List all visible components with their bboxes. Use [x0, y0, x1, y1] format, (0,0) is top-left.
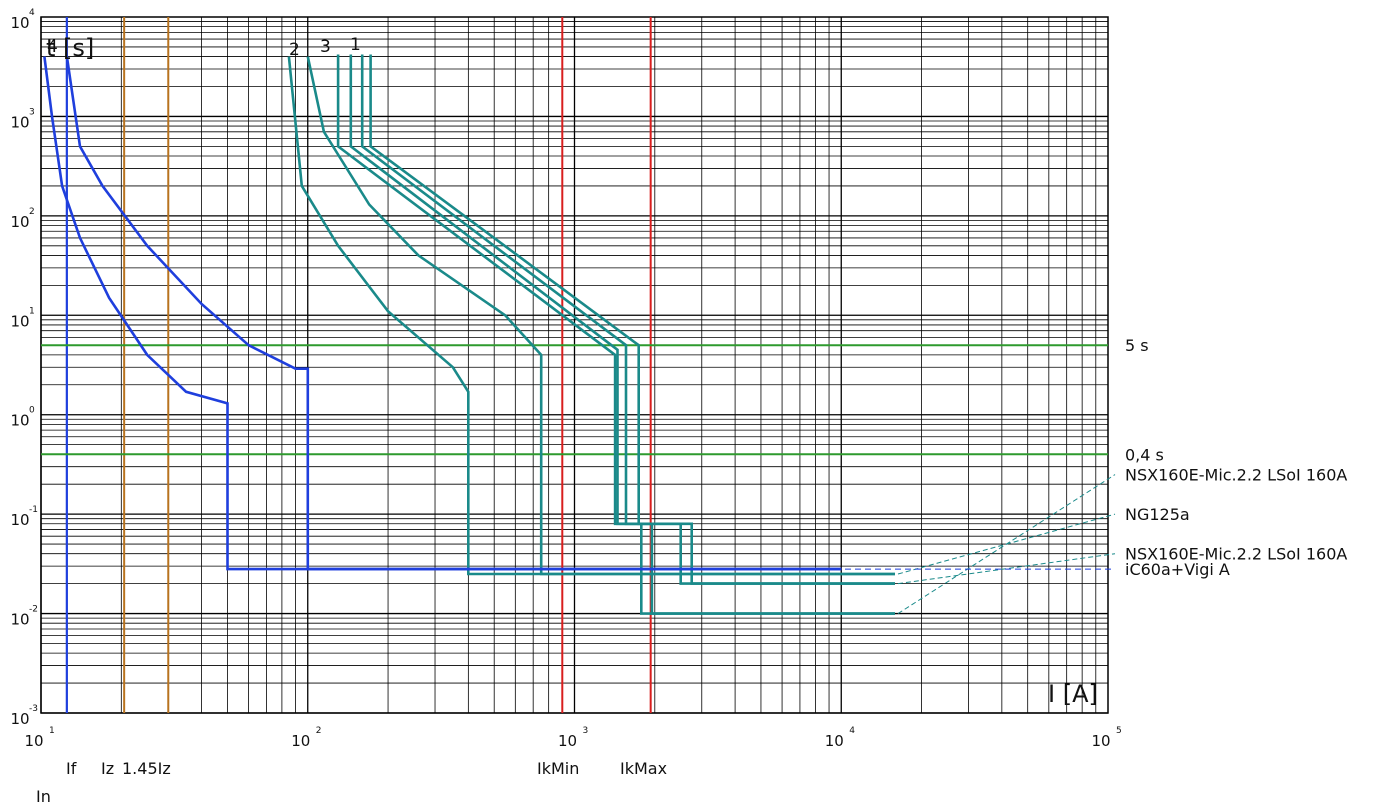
series-curve-2 [306, 56, 895, 576]
x-tick-exponent: 5 [1116, 726, 1122, 736]
y-tick-exponent: -3 [29, 704, 38, 714]
legend-label: iC60a+Vigi A [1125, 560, 1230, 579]
y-tick-label: 10 [10, 412, 29, 430]
plot-frame [40, 16, 1109, 714]
legend-label: NSX160E-Mic.2.2 LSoI 160A [1125, 466, 1347, 485]
x-tick-label: 10 [1091, 732, 1110, 750]
vertical-marker-label: IkMin [537, 759, 579, 778]
y-tick-label: 10 [10, 511, 29, 529]
y-tick-label: 10 [10, 14, 29, 32]
legend-callouts: NSX160E-Mic.2.2 LSoI 160A NG125a NSX160E-M… [845, 466, 1347, 614]
x-axis-label: I [A] [1048, 680, 1098, 708]
curve-number-label: 3 [320, 37, 331, 57]
vertical-marker-label: If [66, 759, 77, 778]
x-tick-label: 10 [825, 732, 844, 750]
y-tick-exponent: -2 [29, 605, 38, 615]
vertical-marker-label: 1.45Iz [122, 759, 171, 778]
vertical-marker-label: IkMax [620, 759, 667, 778]
x-tick-exponent: 1 [49, 726, 55, 736]
y-tick-exponent: -1 [29, 505, 38, 515]
series-curve-4 [65, 56, 842, 571]
curve-number-label: 2 [289, 40, 300, 60]
legend-callout-line [897, 553, 1116, 585]
y-tick-exponent: 0 [29, 406, 35, 416]
vertical-marker-label: In [36, 787, 51, 806]
series-curve-1 [336, 54, 895, 615]
horizontal-marker-label: 5 s [1125, 336, 1149, 355]
x-tick-label: 10 [24, 732, 43, 750]
legend-label: NG125a [1125, 505, 1190, 524]
vertical-marker-label: Iz [101, 759, 114, 778]
x-tick-exponent: 4 [849, 726, 855, 736]
x-tick-label: 10 [291, 732, 310, 750]
x-tick-label: 10 [558, 732, 577, 750]
series-curve-4 [43, 56, 842, 571]
curve-number-label: 1 [350, 35, 361, 55]
y-tick-label: 10 [10, 113, 29, 131]
series-curve-2 [287, 56, 895, 576]
marker-lines: In If Iz 1.45Iz IkMin IkMax 5 s 0,4 s [36, 17, 1164, 806]
y-tick-label: 10 [10, 213, 29, 231]
horizontal-marker-label: 0,4 s [1125, 445, 1164, 464]
x-tick-exponent: 3 [583, 726, 589, 736]
plot-grid [40, 17, 1108, 714]
y-tick-label: 10 [10, 312, 29, 330]
y-tick-exponent: 2 [29, 207, 35, 217]
y-tick-exponent: 1 [29, 306, 35, 316]
tick-labels: 10110210310410510-310-210-11001011021031… [10, 8, 1121, 750]
x-tick-exponent: 2 [316, 726, 322, 736]
y-tick-label: 10 [10, 611, 29, 629]
y-axis-label: t [s] [46, 34, 94, 62]
series-curve-1 [369, 54, 895, 585]
legend-callout-line [897, 513, 1116, 575]
curve-number-label: 4 [47, 37, 58, 57]
legend-label: NSX160E-Mic.2.2 LSoI 160A [1125, 545, 1347, 564]
y-tick-exponent: 4 [29, 8, 35, 18]
y-tick-exponent: 3 [29, 107, 35, 117]
y-tick-label: 10 [10, 710, 29, 728]
curve-group: 1 2 3 4 [43, 35, 895, 615]
